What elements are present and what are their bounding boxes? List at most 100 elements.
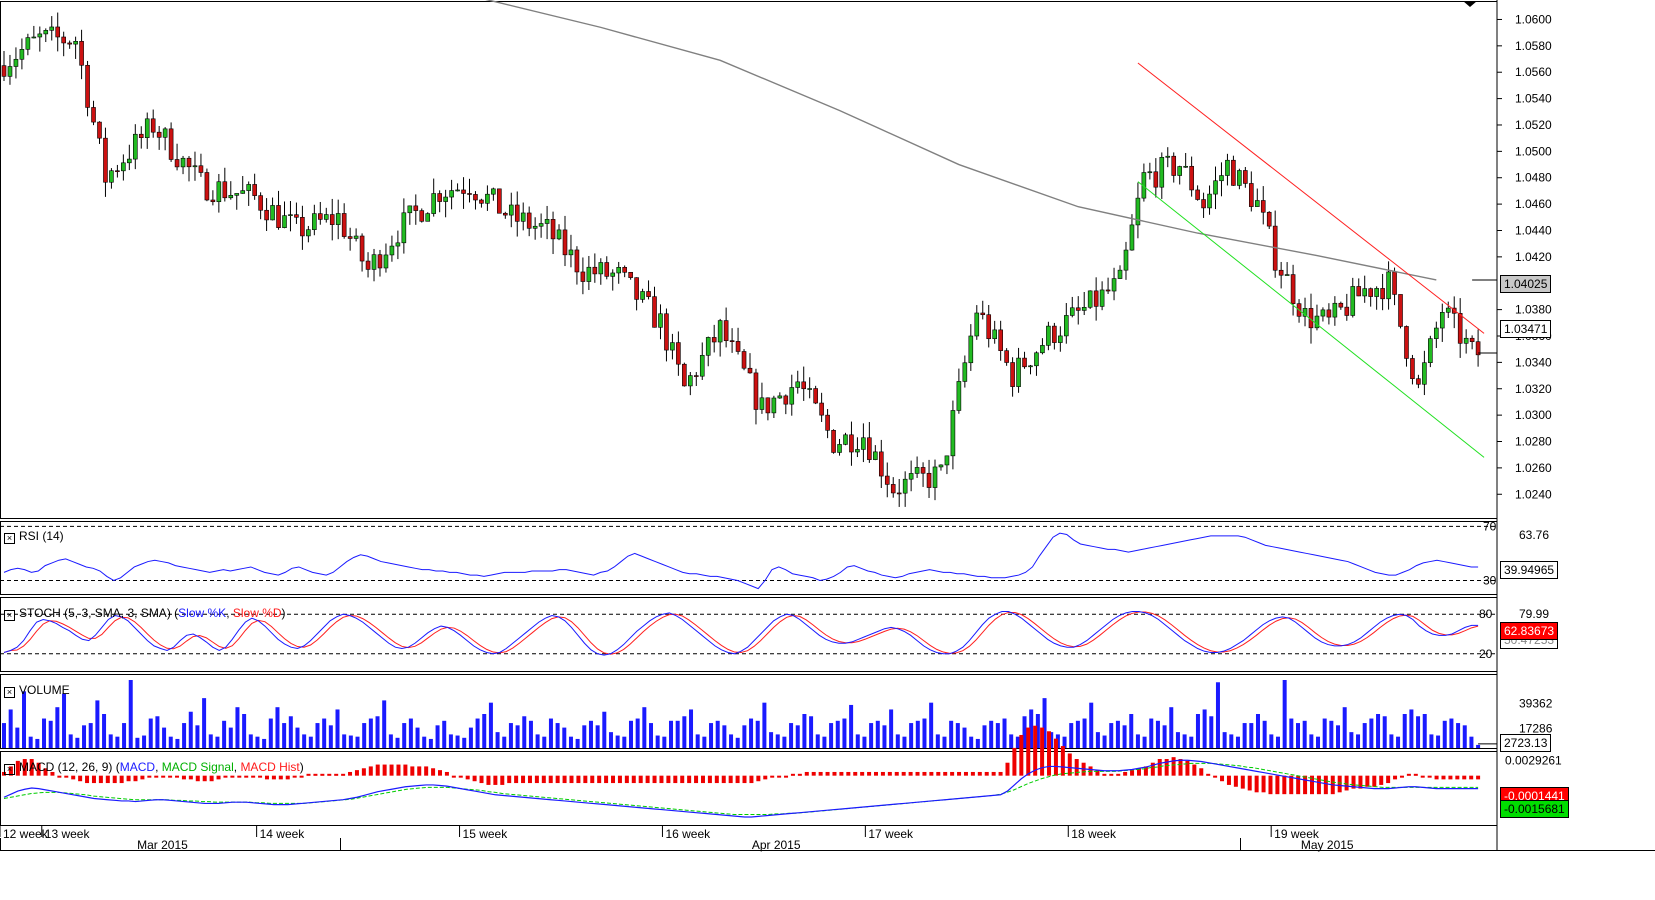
stoch-tick-label: 79.99 <box>1519 607 1549 621</box>
macd-close-icon[interactable]: × <box>4 764 15 775</box>
macd-hist-bar <box>853 771 858 776</box>
volume-bar <box>635 718 640 748</box>
macd-hist-bar <box>271 775 276 780</box>
candle-body <box>1004 350 1009 363</box>
macd-hist-bar <box>652 775 657 784</box>
candle-body <box>365 260 371 270</box>
candle-body <box>532 225 538 229</box>
volume-bar <box>1229 734 1234 748</box>
macd-hist-bar <box>624 775 629 784</box>
price-tick-label: 1.0320 <box>1515 382 1552 396</box>
week-label: 19 week <box>1274 827 1320 841</box>
volume-bar <box>1275 736 1280 748</box>
volume-bar <box>75 737 80 748</box>
macd-hist-bar <box>43 768 48 776</box>
volume-bar <box>242 714 247 748</box>
rsi-close-icon[interactable]: × <box>4 533 15 544</box>
volume-bar <box>148 718 153 748</box>
candle-body <box>855 449 860 453</box>
macd-hist-bar <box>1372 775 1377 787</box>
volume-bar <box>1396 736 1401 748</box>
candle-body <box>25 37 31 50</box>
price-tick-label: 1.0260 <box>1515 461 1552 475</box>
candle-body <box>1225 159 1230 176</box>
volume-tick-label: 17286 <box>1519 721 1553 735</box>
volume-panel-label: × VOLUME <box>4 683 70 698</box>
macd-hist-bar <box>396 764 401 776</box>
macd-hist-bar <box>804 771 809 776</box>
volume-bar <box>1362 723 1367 748</box>
volume-bar <box>1442 720 1447 748</box>
volume-bar <box>595 725 600 748</box>
candle-body <box>1428 338 1433 363</box>
macd-hist-bar <box>541 775 546 784</box>
candle-body <box>186 157 192 168</box>
candle-body <box>335 213 341 225</box>
macd-hist-bar <box>763 775 768 780</box>
macd-hist-bar <box>1344 775 1349 791</box>
volume-bar <box>1035 714 1040 748</box>
volume-bar <box>855 734 860 748</box>
volume-bar <box>235 707 240 748</box>
candle-body <box>1463 337 1469 344</box>
candle-body <box>986 314 992 340</box>
candle-body <box>1040 345 1045 354</box>
candle-body <box>729 340 735 342</box>
macd-hist-bar <box>700 775 705 784</box>
rsi-level-label: 70 <box>1483 519 1497 533</box>
volume-bar <box>829 723 834 748</box>
volume-bar <box>315 723 320 748</box>
volume-bar <box>1109 723 1114 748</box>
volume-bar <box>1095 732 1100 748</box>
candle-body <box>765 397 771 414</box>
volume-bar <box>895 734 900 748</box>
week-label: 16 week <box>665 827 711 841</box>
macd-hist-bar <box>334 773 339 776</box>
candle-body <box>520 212 526 222</box>
price-tick-label: 1.0440 <box>1515 223 1552 237</box>
candle-body <box>1183 165 1188 168</box>
candle-body <box>121 162 126 172</box>
candle-body <box>610 272 616 277</box>
volume-bar <box>115 736 120 748</box>
volume-bar <box>408 718 413 748</box>
macd-hist-bar <box>929 771 934 776</box>
candle-body <box>7 66 13 77</box>
candle-body <box>628 271 633 278</box>
price-tick-label: 1.0560 <box>1515 65 1552 79</box>
macd-hist-bar <box>617 775 622 784</box>
macd-hist-bar <box>583 775 588 784</box>
candle-body <box>837 444 842 453</box>
macd-hist-bar <box>1351 775 1356 789</box>
candle-body <box>1093 290 1099 307</box>
macd-hist-bar <box>1476 775 1481 780</box>
candle-body <box>455 189 460 192</box>
volume-bar <box>555 723 560 748</box>
moving-average-line <box>485 0 1437 281</box>
candle-body <box>85 64 90 108</box>
candle-body <box>616 267 622 274</box>
candle-body <box>902 478 908 494</box>
candle-body <box>240 190 246 194</box>
candle-body <box>1087 290 1093 308</box>
macd-hist-bar <box>514 775 519 784</box>
macd-hist-bar <box>860 771 865 776</box>
volume-close-icon[interactable]: × <box>4 687 15 698</box>
volume-bar <box>362 723 367 748</box>
candle-body <box>699 355 705 377</box>
macd-hist-bar <box>1399 775 1404 778</box>
macd-hist-bar <box>444 771 449 776</box>
candle-body <box>73 41 78 45</box>
volume-bar <box>1235 736 1240 748</box>
stoch-close-icon[interactable]: × <box>4 610 15 621</box>
week-label: 13 week <box>45 827 91 841</box>
macd-panel-label: × MACD (12, 26, 9) (MACD, MACD Signal, MA… <box>4 760 304 775</box>
volume-bar <box>995 723 1000 748</box>
candle-body <box>115 170 120 173</box>
macd-hist-bar <box>756 775 761 782</box>
macd-hist-bar <box>1067 753 1072 776</box>
candle-body <box>1058 335 1063 343</box>
volume-bar <box>282 723 287 748</box>
volume-bar <box>562 727 567 748</box>
macd-hist-bar <box>1358 775 1363 789</box>
